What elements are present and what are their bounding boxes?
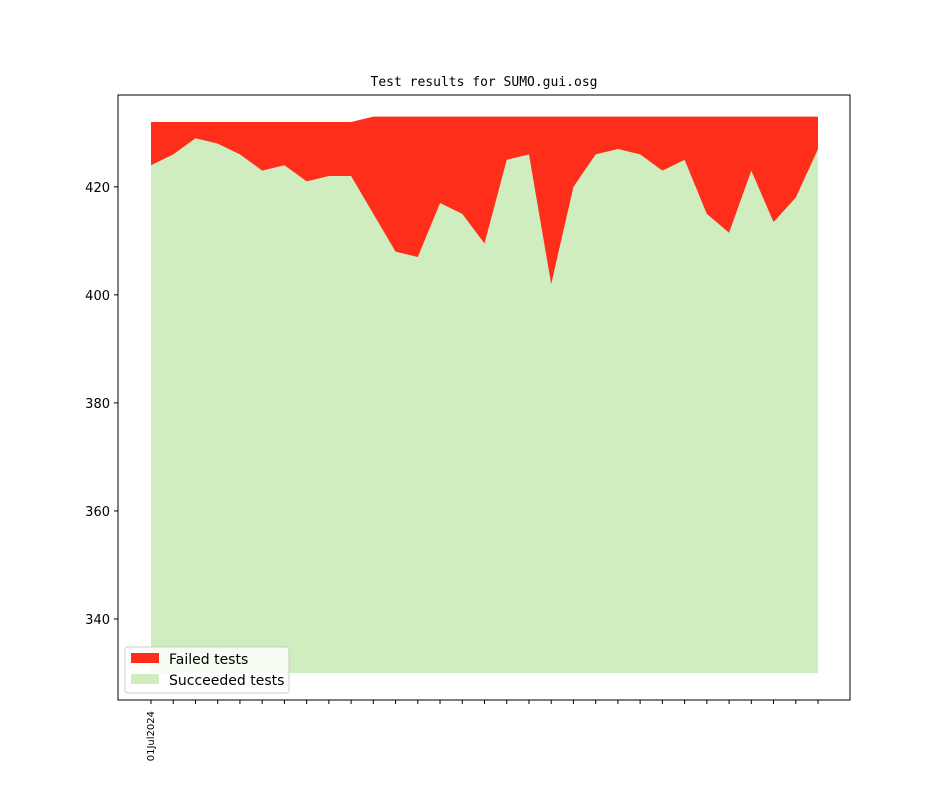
succeeded-tests-area [151,138,818,673]
area-layer [151,116,818,673]
x-axis: 01Jul2024 [146,700,819,761]
x-tick-label: 01Jul2024 [146,711,157,761]
y-tick-label: 380 [85,397,110,412]
y-axis: 340 360 380 400 420 [85,181,118,628]
legend-swatch-succeeded [131,674,159,684]
y-tick-label: 400 [85,289,110,304]
legend-label-succeeded: Succeeded tests [169,673,284,689]
y-tick-label: 420 [85,181,110,196]
legend-swatch-failed [131,653,159,663]
y-tick-label: 360 [85,505,110,520]
y-tick-label: 340 [85,613,110,628]
legend-box [124,646,290,694]
legend-label-failed: Failed tests [169,652,248,668]
chart-title: Test results for SUMO.gui.osg [371,75,598,90]
legend: Failed tests Succeeded tests [124,646,290,694]
